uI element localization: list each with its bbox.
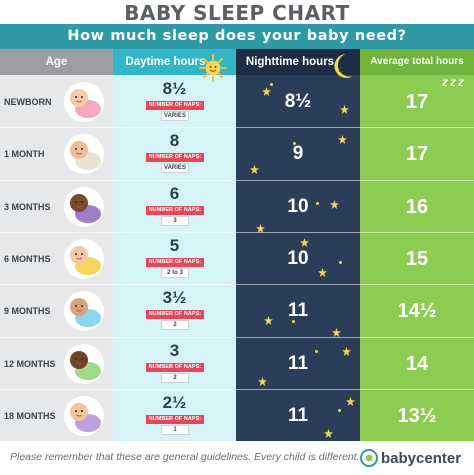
naps-count: 1 xyxy=(161,425,189,435)
star-dot xyxy=(293,142,296,145)
age-label: 3 MONTHS xyxy=(4,202,51,212)
baby-illustration xyxy=(64,187,104,227)
zzz-decoration: Z Z Z xyxy=(442,78,464,88)
naps-label: NUMBER OF NAPS: xyxy=(146,258,204,267)
nighttime-hours: 9 xyxy=(292,143,304,164)
naps-count: 2 to 3 xyxy=(161,268,189,278)
daytime-hours: 3½ xyxy=(162,288,187,307)
naps-label: NUMBER OF NAPS: xyxy=(146,206,204,215)
table-row: NEWBORN 8½ NUMBER OF NAPS: VARIES 8½ 17 xyxy=(0,75,474,129)
nighttime-hours: 11 xyxy=(287,353,309,374)
brand-name: babycenter xyxy=(381,449,462,467)
total-column xyxy=(360,49,474,441)
naps-label: NUMBER OF NAPS: xyxy=(146,153,204,162)
star-icon xyxy=(264,316,273,325)
daytime-hours: 2½ xyxy=(162,393,187,412)
table-row: 6 MONTHS 5 NUMBER OF NAPS: 2 to 3 10 15 xyxy=(0,232,474,286)
footer-note: Please remember that these are general g… xyxy=(10,451,360,463)
star-icon xyxy=(346,397,355,406)
star-dot xyxy=(292,320,295,323)
star-dot xyxy=(338,409,341,412)
age-label: 6 MONTHS xyxy=(4,254,51,264)
star-dot xyxy=(270,83,273,86)
footer: Please remember that these are general g… xyxy=(0,441,474,475)
star-icon xyxy=(342,347,351,356)
naps-count: VARIES xyxy=(161,111,189,121)
baby-illustration xyxy=(64,291,104,331)
brand: babycenter xyxy=(360,449,461,467)
naps-label: NUMBER OF NAPS: xyxy=(146,310,204,319)
star-icon xyxy=(338,135,347,144)
daytime-hours: 8 xyxy=(169,131,180,150)
star-icon xyxy=(332,328,341,337)
daytime-hours: 8½ xyxy=(162,79,187,98)
total-hours: 13½ xyxy=(397,405,437,427)
star-icon xyxy=(330,200,339,209)
naps-label: NUMBER OF NAPS: xyxy=(146,101,204,110)
babycenter-logo-icon xyxy=(360,449,378,467)
star-icon xyxy=(300,238,309,247)
star-icon xyxy=(324,429,333,438)
row-divider xyxy=(0,284,474,285)
total-hours: 14½ xyxy=(397,300,437,322)
table-row: 3 MONTHS 6 NUMBER OF NAPS: 3 10 16 xyxy=(0,180,474,234)
baby-illustration xyxy=(64,344,104,384)
nighttime-hours: 11 xyxy=(287,405,309,426)
age-label: 12 MONTHS xyxy=(4,359,56,369)
table-row: 12 MONTHS 3 NUMBER OF NAPS: 2 11 14 xyxy=(0,337,474,391)
daytime-hours: 6 xyxy=(169,184,180,203)
row-divider xyxy=(0,180,474,181)
header-age: Age xyxy=(0,49,113,75)
nighttime-hours: 8½ xyxy=(284,91,312,112)
table-row: 1 MONTH 8 NUMBER OF NAPS: VARIES 9 17 xyxy=(0,127,474,181)
baby-illustration xyxy=(64,396,104,436)
row-divider xyxy=(0,389,474,390)
nighttime-column xyxy=(236,49,360,441)
naps-label: NUMBER OF NAPS: xyxy=(146,415,204,424)
baby-illustration xyxy=(64,239,104,279)
sun-icon xyxy=(199,54,227,82)
moon-icon xyxy=(334,54,353,78)
total-hours: 14 xyxy=(405,353,429,375)
chart-subtitle: How much sleep does your baby need? xyxy=(0,24,474,49)
baby-illustration xyxy=(64,134,104,174)
star-dot xyxy=(315,350,318,353)
total-hours: 16 xyxy=(405,196,429,218)
row-divider xyxy=(0,232,474,233)
star-dot xyxy=(339,261,342,264)
daytime-hours: 5 xyxy=(169,236,180,255)
age-label: 1 MONTH xyxy=(4,149,45,159)
naps-count: 2 xyxy=(161,373,189,383)
total-hours: 17 xyxy=(405,143,429,165)
age-label: NEWBORN xyxy=(4,97,52,107)
star-icon xyxy=(258,377,267,386)
row-divider xyxy=(0,337,474,338)
age-label: 18 MONTHS xyxy=(4,411,56,421)
baby-illustration xyxy=(64,82,104,122)
star-dot xyxy=(316,202,319,205)
daytime-hours: 3 xyxy=(169,341,180,360)
row-divider xyxy=(0,127,474,128)
nighttime-hours: 11 xyxy=(287,300,309,321)
star-icon xyxy=(318,268,327,277)
star-icon xyxy=(340,105,349,114)
table-row: 9 MONTHS 3½ NUMBER OF NAPS: 2 11 14½ xyxy=(0,284,474,338)
table-row: 18 MONTHS 2½ NUMBER OF NAPS: 1 11 13½ xyxy=(0,389,474,443)
chart-title: BABY SLEEP CHART xyxy=(124,1,350,25)
naps-count: 3 xyxy=(161,216,189,226)
nighttime-hours: 10 xyxy=(287,196,309,217)
star-icon xyxy=(262,87,271,96)
total-hours: 17 xyxy=(405,91,429,113)
naps-count: VARIES xyxy=(161,163,189,173)
header-total: Average total hours xyxy=(360,49,474,75)
naps-label: NUMBER OF NAPS: xyxy=(146,363,204,372)
total-hours: 15 xyxy=(405,248,429,270)
star-icon xyxy=(256,224,265,233)
star-icon xyxy=(250,165,259,174)
naps-count: 2 xyxy=(161,320,189,330)
nighttime-hours: 10 xyxy=(287,248,309,269)
age-label: 9 MONTHS xyxy=(4,306,51,316)
